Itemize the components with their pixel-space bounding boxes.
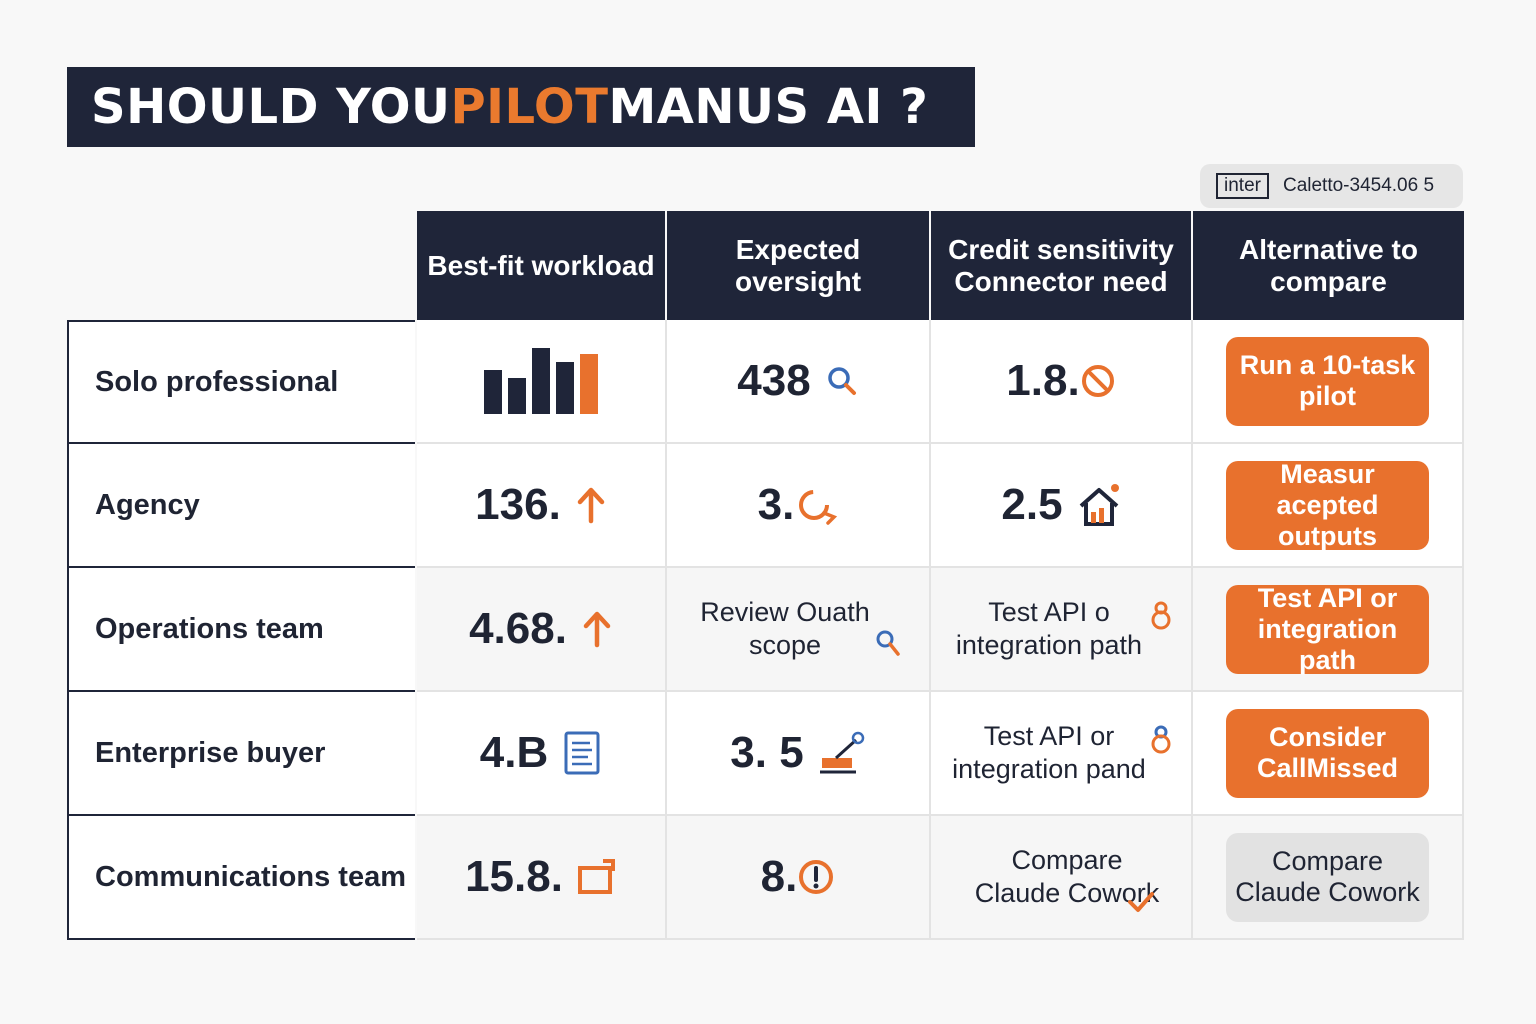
- table-cell: 4.68.: [417, 568, 667, 692]
- table-cell: [417, 320, 667, 444]
- title-accent: PILOT: [450, 79, 609, 135]
- bar-chart-icon: [484, 348, 598, 414]
- table-cell: 3. 5: [667, 692, 931, 816]
- table-cell: Consider CallMissed: [1193, 692, 1464, 816]
- gavel-icon: [819, 731, 864, 774]
- column-header-alternative: Alternative to compare: [1193, 211, 1464, 320]
- table-cell: Measur acepted outputs: [1193, 444, 1464, 568]
- refresh-search-icon: [799, 490, 838, 525]
- row-label-enterprise: Enterprise buyer: [67, 692, 415, 816]
- table-cell: 8.: [667, 816, 931, 940]
- cell-text: Compare Claude Cowork: [974, 845, 1160, 908]
- cell-value: 8.: [760, 852, 798, 901]
- page-title: SHOULD YOU PILOT MANUS AI ?: [67, 67, 975, 147]
- table-cell: 2.5: [931, 444, 1193, 568]
- cell-value: 2.5: [1001, 480, 1063, 529]
- measure-outputs-button[interactable]: Measur acepted outputs: [1226, 459, 1429, 551]
- document-icon: [564, 731, 600, 775]
- cell-text: Test API or integration pand: [952, 721, 1146, 784]
- run-pilot-button[interactable]: Run a 10-task pilot: [1226, 336, 1429, 426]
- table-cell: Compare Claude Cowork: [1193, 816, 1464, 940]
- row-label-communications: Communications team: [67, 816, 415, 940]
- cell-value: 136.: [475, 480, 561, 529]
- prohibited-icon: [1081, 365, 1114, 397]
- search-icon: [827, 367, 856, 395]
- column-header-credit: Credit sensitivity Connector need: [931, 211, 1191, 320]
- cell-text: Test API o integration path: [955, 597, 1143, 660]
- table-cell: 15.8.: [417, 816, 667, 940]
- tag-text: Caletto-3454.06 5: [1282, 175, 1435, 196]
- row-label-solo: Solo professional: [67, 320, 415, 444]
- cell-value: 4.68.: [469, 604, 567, 653]
- table-cell: 438: [667, 320, 931, 444]
- table-cell: Test API or integration path: [1193, 568, 1464, 692]
- user-icon: [1151, 601, 1171, 630]
- test-api-button[interactable]: Test API or integration path: [1226, 583, 1429, 675]
- row-label-agency: Agency: [67, 444, 415, 568]
- home-icon: [1079, 484, 1119, 526]
- table-cell: Test API or integration pand: [931, 692, 1193, 816]
- title-part2: MANUS AI ?: [608, 79, 929, 135]
- table-cell: Review Ouath scope: [667, 568, 931, 692]
- arrow-up-icon: [577, 487, 605, 524]
- cell-value: 3.: [757, 480, 795, 529]
- table-cell: 1.8.: [931, 320, 1193, 444]
- table-cell: 3.: [667, 444, 931, 568]
- user-icon: [1151, 725, 1171, 754]
- alert-icon: [799, 860, 834, 894]
- tag-pill: inter Caletto-3454.06 5: [1200, 164, 1463, 208]
- table-cell: Run a 10-task pilot: [1193, 320, 1464, 444]
- cell-text: Review Ouath scope: [700, 597, 870, 660]
- cell-value: 15.8.: [465, 852, 563, 901]
- cell-value: 3. 5: [730, 728, 804, 777]
- column-header-workload: Best-fit workload: [417, 211, 665, 320]
- arrow-up-icon: [583, 611, 611, 648]
- tag-box: inter: [1216, 173, 1269, 199]
- compare-claude-button[interactable]: Compare Claude Cowork: [1226, 832, 1429, 922]
- table-cell: 4.B: [417, 692, 667, 816]
- table-cell: Compare Claude Cowork: [931, 816, 1193, 940]
- title-part1: SHOULD YOU: [91, 79, 451, 135]
- cell-value: 438: [737, 356, 811, 405]
- row-label-operations: Operations team: [67, 568, 415, 692]
- cell-value: 1.8.: [1006, 356, 1080, 405]
- table-cell: 136.: [417, 444, 667, 568]
- table-cell: Test API o integration path: [931, 568, 1193, 692]
- cell-value: 4.B: [479, 728, 549, 777]
- share-icon: [577, 859, 615, 894]
- search-icon: [876, 630, 900, 656]
- consider-callmissed-button[interactable]: Consider CallMissed: [1226, 708, 1429, 798]
- checkmark-icon: [1128, 892, 1154, 912]
- column-header-oversight: Expected oversight: [667, 211, 929, 320]
